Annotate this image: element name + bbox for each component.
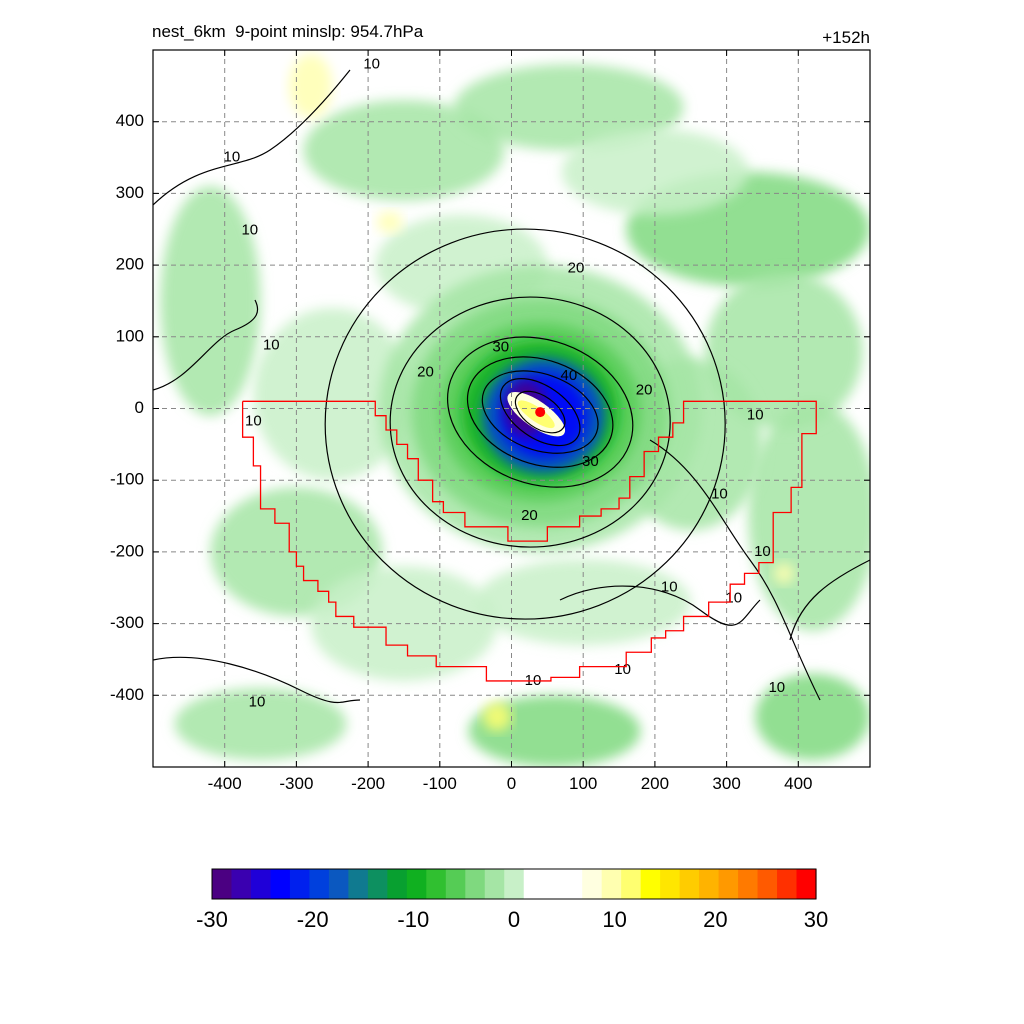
colorbar-swatch: [406, 869, 427, 899]
contour-label: 10: [754, 543, 771, 560]
colorbar-swatch: [796, 869, 817, 899]
colorbar-swatch: [582, 869, 603, 899]
contour-label: 10: [725, 589, 742, 606]
y-tick-label: -400: [110, 685, 144, 704]
contour-label: 10: [245, 412, 262, 429]
colorbar-swatch: [445, 869, 466, 899]
y-tick-label: 300: [116, 183, 144, 202]
x-tick-label: -100: [423, 774, 457, 793]
colorbar-swatch: [777, 869, 798, 899]
contour-label: 10: [661, 579, 678, 596]
colorbar-swatch: [679, 869, 700, 899]
x-tick-label: 200: [641, 774, 669, 793]
colorbar-swatch: [504, 869, 525, 899]
colorbar-swatch: [387, 869, 408, 899]
contour-label: 30: [492, 339, 509, 356]
domain-boundary: [241, 400, 817, 682]
colorbar-swatch: [270, 869, 291, 899]
colorbar-swatch: [523, 869, 544, 899]
y-tick-label: -100: [110, 470, 144, 489]
x-tick-label: 0: [507, 774, 516, 793]
colorbar-swatch: [309, 869, 330, 899]
contour-label: 10: [711, 486, 728, 503]
x-tick-label: -300: [279, 774, 313, 793]
colorbar-tick-label: 20: [703, 907, 727, 932]
chart-title: nest_6km 9-point minslp: 954.7hPa: [152, 22, 424, 41]
colorbar-swatch: [465, 869, 486, 899]
colorbar-swatch: [562, 869, 583, 899]
colorbar-swatch: [699, 869, 720, 899]
colorbar-swatch: [367, 869, 388, 899]
colorbar-swatch: [660, 869, 681, 899]
contour-label: 10: [363, 55, 380, 72]
colorbar-tick-label: -30: [196, 907, 228, 932]
colorbar-swatch: [484, 869, 505, 899]
y-tick-label: -200: [110, 541, 144, 560]
colorbar-swatch: [250, 869, 272, 899]
contour-label: 20: [521, 507, 538, 524]
x-tick-label: 400: [784, 774, 812, 793]
colorbar-swatch: [231, 869, 252, 899]
x-tick-label: -200: [351, 774, 385, 793]
colorbar-swatch: [601, 869, 622, 899]
colorbar-swatch: [348, 869, 369, 899]
contour-label: 10: [768, 679, 785, 696]
colorbar-swatch: [289, 869, 311, 899]
contour-label: 30: [582, 453, 599, 470]
x-tick-label: 100: [569, 774, 597, 793]
contour-label: 10: [241, 222, 258, 239]
contour-label: 20: [568, 260, 585, 277]
colorbar-swatch: [738, 869, 759, 899]
colorbar-swatch: [212, 869, 233, 899]
y-tick-label: 0: [135, 398, 144, 417]
contour-label: 20: [417, 364, 434, 381]
colorbar-tick-label: 0: [508, 907, 520, 932]
colorbar-swatch: [640, 869, 661, 899]
grid-lines: [153, 50, 870, 767]
storm-center-marker: [535, 407, 546, 418]
colorbar-tick-label: -20: [297, 907, 329, 932]
colorbar-swatch: [757, 869, 778, 899]
colorbar-tick-label: -10: [397, 907, 429, 932]
contour-label: 10: [263, 336, 280, 353]
axes: -400 -300 -200 -100 0 100 200 300 40040030020010…: [110, 50, 870, 793]
colorbar-swatch: [621, 869, 642, 899]
colorbar-swatch: [328, 869, 349, 899]
x-tick-label: -400: [208, 774, 242, 793]
contour-label: 10: [614, 661, 631, 678]
y-tick-label: 100: [116, 326, 144, 345]
nest-boundary-line: [241, 400, 817, 682]
forecast-hour: +152h: [822, 28, 870, 47]
colorbar: -30 -20 -10 0 10 20 30: [196, 868, 828, 932]
contour-label: 40: [561, 367, 578, 384]
contour-label: 10: [224, 149, 241, 166]
colorbar-swatch: [426, 869, 447, 899]
y-tick-label: -300: [110, 613, 144, 632]
colorbar-tick-label: 30: [804, 907, 828, 932]
y-tick-label: 200: [116, 255, 144, 274]
contour-lines: [153, 69, 870, 704]
contour-label: 10: [249, 693, 266, 710]
contour-label: 10: [747, 407, 764, 424]
colorbar-tick-label: 10: [602, 907, 626, 932]
colorbar-swatch: [718, 869, 739, 899]
y-tick-label: 400: [116, 111, 144, 130]
colorbar-swatch: [543, 869, 564, 899]
contour-label: 20: [636, 382, 653, 399]
x-tick-label: 300: [712, 774, 740, 793]
